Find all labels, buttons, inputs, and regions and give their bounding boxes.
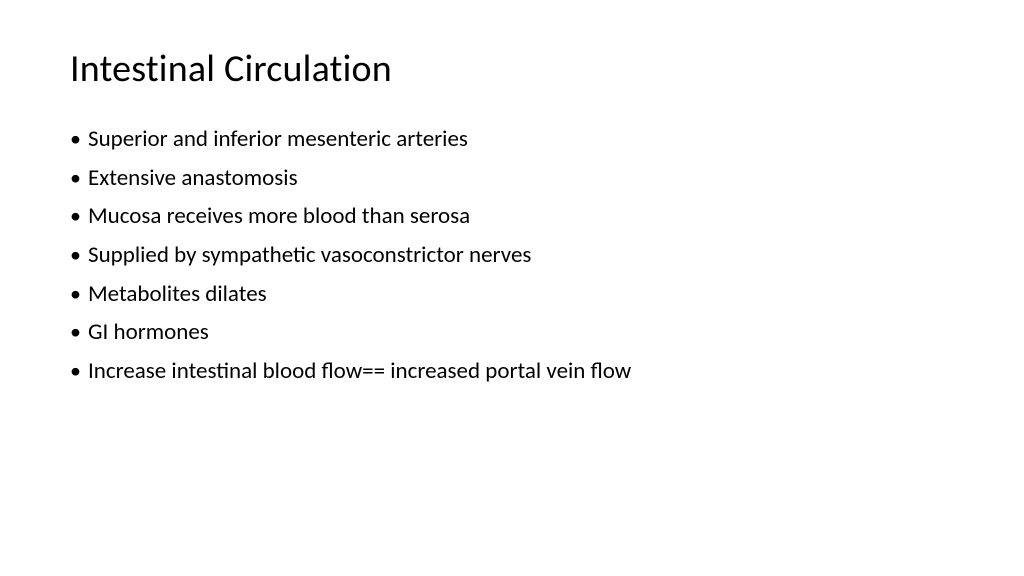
list-item: Metabolites dilates [70,277,954,313]
list-item: Superior and inferior mesenteric arterie… [70,122,954,158]
bullet-list: Superior and inferior mesenteric arterie… [70,122,954,389]
slide-container: Intestinal Circulation Superior and infe… [0,0,1024,576]
list-item: Mucosa receives more blood than serosa [70,199,954,235]
slide-title: Intestinal Circulation [70,46,954,92]
list-item: Supplied by sympathetic vasoconstrictor … [70,238,954,274]
list-item: Increase intestinal blood flow== increas… [70,354,954,390]
list-item: GI hormones [70,315,954,351]
list-item: Extensive anastomosis [70,161,954,197]
